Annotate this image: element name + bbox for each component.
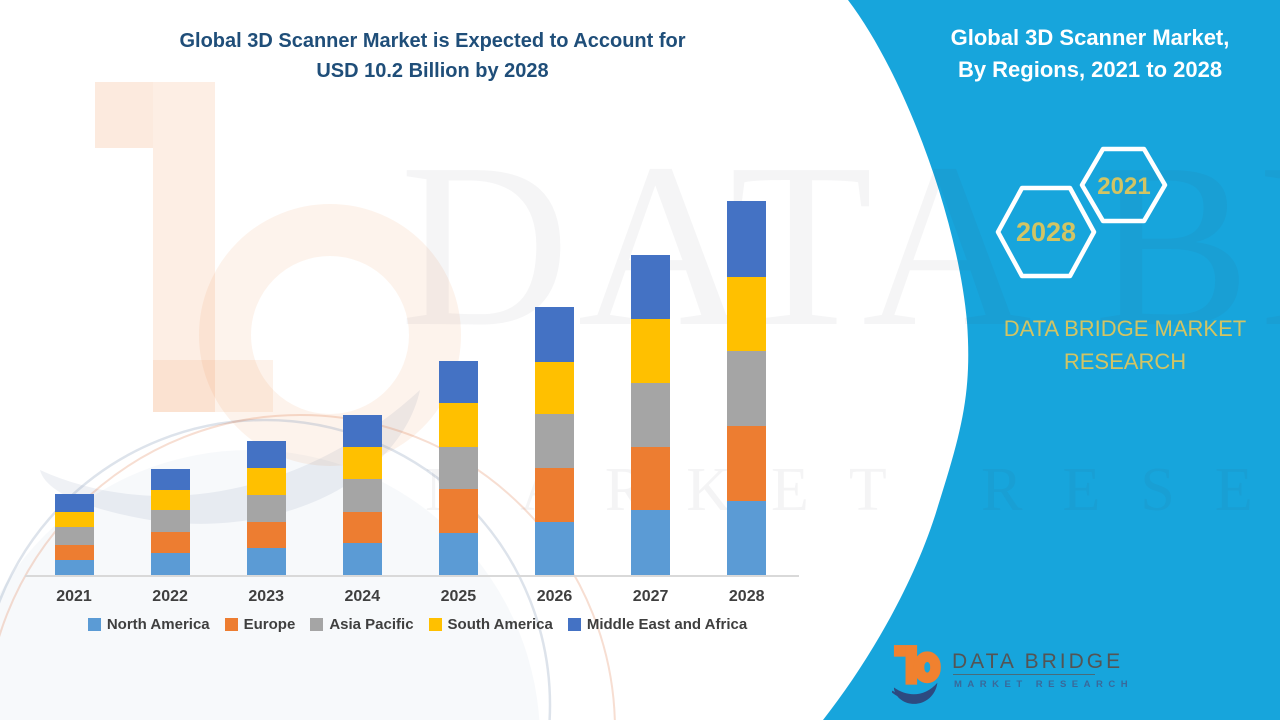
watermark-b-foot: [153, 360, 273, 412]
chart-title-line1: Global 3D Scanner Market is Expected to …: [179, 30, 686, 52]
bar-segment-middle-east-and-africa-2024: [342, 414, 382, 448]
bar-segment-europe-2025: [438, 488, 478, 533]
side-panel-shape: [823, 0, 1280, 720]
bar-segment-europe-2028: [727, 425, 767, 502]
bar-segment-south-america-2023: [246, 468, 286, 495]
legend-item-middle-east-and-africa: Middle East and Africa: [567, 616, 748, 633]
watermark-circle-fill: [0, 450, 540, 720]
watermark-arc-gray: [0, 418, 552, 720]
data-bridge-logo-icon: [892, 645, 941, 704]
bar-segment-europe-2023: [246, 522, 286, 548]
bar-segment-south-america-2025: [438, 402, 478, 447]
bar-segment-north-america-2025: [438, 532, 478, 575]
bar-segment-asia-pacific-2025: [438, 446, 478, 489]
x-axis-label-2024: 2024: [344, 588, 381, 605]
watermark-b-flag: [95, 82, 153, 148]
bar-segment-middle-east-and-africa-2023: [246, 440, 286, 469]
side-panel-title: Global 3D Scanner Market, By Regions, 20…: [930, 22, 1250, 86]
bar-segment-south-america-2028: [727, 276, 767, 351]
hexagon-2021-label: 2021: [1097, 173, 1150, 200]
hexagon-badges: 2028 2021: [995, 146, 1168, 279]
legend-swatch-icon-south-america: [428, 618, 442, 631]
legend-label: North America: [106, 616, 210, 633]
brand-text-line2: RESEARCH: [1063, 349, 1187, 374]
watermark-b-stem: [153, 82, 215, 412]
bar-segment-middle-east-and-africa-2021: [54, 494, 94, 512]
legend-item-north-america: North America: [87, 616, 210, 633]
bar-segment-asia-pacific-2021: [54, 526, 94, 545]
bar-segment-north-america-2024: [342, 543, 382, 575]
bar-segment-south-america-2027: [631, 319, 671, 384]
bar-segment-south-america-2021: [54, 511, 94, 527]
watermark-b-bowl: [199, 204, 461, 466]
bar-segment-asia-pacific-2023: [246, 494, 286, 523]
bar-segment-middle-east-and-africa-2026: [535, 307, 574, 363]
bar-segment-north-america-2023: [246, 547, 286, 575]
legend-swatch-icon-north-america: [87, 618, 101, 631]
bar-segment-middle-east-and-africa-2027: [631, 254, 671, 320]
x-axis-label-2027: 2027: [632, 588, 669, 605]
side-panel-title-line2: By Regions, 2021 to 2028: [957, 56, 1223, 82]
bar-segment-south-america-2024: [342, 447, 382, 479]
footer-brand-rule: [953, 674, 1095, 675]
bar-segment-north-america-2028: [727, 501, 767, 575]
chart-legend: North America Europe Asia Pacific South Ame…: [20, 616, 815, 633]
bar-segment-asia-pacific-2024: [342, 478, 382, 512]
bar-segment-asia-pacific-2028: [727, 350, 767, 426]
x-axis-labels: 2021 2022 2023 2024 2025 2026 2027 2028: [28, 588, 800, 610]
bar-segment-europe-2024: [342, 511, 382, 544]
bar-segment-europe-2027: [631, 447, 671, 511]
bar-segment-asia-pacific-2022: [150, 510, 190, 533]
bar-segment-south-america-2026: [535, 362, 574, 414]
legend-label: Asia Pacific: [329, 616, 414, 633]
bar-segment-north-america-2022: [150, 553, 190, 575]
x-axis-label-2021: 2021: [56, 588, 92, 605]
plot-area: [25, 185, 800, 577]
bar-segment-europe-2021: [54, 544, 94, 560]
bar-segment-europe-2022: [150, 532, 190, 554]
bar-segment-middle-east-and-africa-2022: [150, 468, 190, 490]
x-axis-label-2026: 2026: [536, 588, 573, 605]
footer-brand-name: DATA BRIDGE: [952, 650, 1124, 673]
bar-segment-north-america-2027: [631, 510, 671, 575]
legend-label: Middle East and Africa: [586, 616, 748, 633]
legend-swatch-icon-middle-east-and-africa: [567, 618, 581, 631]
legend-item-asia-pacific: Asia Pacific: [310, 616, 414, 633]
hexagon-2028: [995, 185, 1097, 279]
side-panel-title-line1: Global 3D Scanner Market,: [950, 25, 1230, 50]
x-axis-label-2023: 2023: [248, 588, 284, 605]
chart-title-line2: USD 10.2 Billion by 2028: [316, 60, 549, 82]
bar-segment-asia-pacific-2027: [631, 383, 671, 448]
legend-label: Europe: [243, 616, 296, 633]
bar-segment-north-america-2021: [54, 559, 94, 575]
footer-logo: DATA BRIDGE MARKET RESEARCH: [890, 638, 1220, 710]
x-axis-label-2028: 2028: [728, 588, 765, 605]
watermark-arc-orange: [0, 414, 616, 720]
legend-label: South America: [447, 616, 553, 633]
legend-swatch-icon-europe: [224, 618, 238, 631]
x-axis-label-2022: 2022: [152, 588, 188, 605]
x-axis-label-2025: 2025: [440, 588, 477, 605]
hexagon-2021: [1079, 146, 1168, 224]
legend-item-europe: Europe: [224, 616, 296, 633]
watermark-swoosh: [40, 390, 420, 524]
chart-title: Global 3D Scanner Market is Expected to …: [110, 26, 755, 86]
brand-text-line1: DATA BRIDGE MARKET: [1003, 316, 1247, 341]
brand-text: DATA BRIDGE MARKET RESEARCH: [975, 312, 1275, 378]
hexagon-2028-label: 2028: [1016, 217, 1076, 247]
legend-swatch-icon-asia-pacific: [310, 618, 324, 631]
bar-segment-south-america-2022: [150, 489, 190, 511]
bar-segment-north-america-2026: [535, 522, 574, 575]
bar-segment-europe-2026: [535, 468, 574, 523]
bar-segment-middle-east-and-africa-2025: [438, 361, 478, 403]
legend-item-south-america: South America: [428, 616, 553, 633]
x-axis-line: [25, 575, 799, 577]
footer-brand-tagline: MARKET RESEARCH: [954, 679, 1134, 690]
bar-segment-middle-east-and-africa-2028: [727, 201, 767, 277]
bar-segment-asia-pacific-2026: [535, 413, 574, 469]
